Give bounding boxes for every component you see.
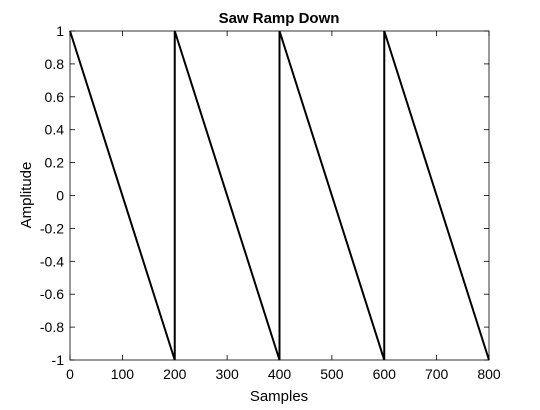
x-tick-label: 300 <box>215 366 239 382</box>
y-tick-label: 0.6 <box>45 89 65 105</box>
x-axis-label: Samples <box>250 388 308 405</box>
y-tick-label: 0.2 <box>45 155 65 171</box>
x-tick-label: 100 <box>111 366 135 382</box>
x-tick-label: 500 <box>320 366 344 382</box>
plot-area: 0 100 200 300 400 500 600 700 80010.80.60.40.20-… <box>40 23 501 382</box>
y-tick-label: -1 <box>52 352 65 368</box>
chart-title: Saw Ramp Down <box>219 10 340 27</box>
y-tick-label: -0.4 <box>40 253 64 269</box>
y-tick-label: -0.6 <box>40 286 64 302</box>
x-tick-label: 800 <box>477 366 501 382</box>
x-tick-label: 600 <box>373 366 397 382</box>
series-line <box>69 30 490 361</box>
y-tick-label: -0.2 <box>40 220 64 236</box>
y-tick-label: 0.4 <box>45 122 65 138</box>
y-tick-label: -0.8 <box>40 319 64 335</box>
y-tick-label: 0.8 <box>45 56 65 72</box>
x-tick-label: 700 <box>425 366 449 382</box>
x-tick-label: 200 <box>163 366 187 382</box>
x-tick-label: 400 <box>268 366 292 382</box>
y-tick-label: 1 <box>56 23 64 39</box>
x-tick-label: 0 <box>66 366 74 382</box>
y-axis-label: Amplitude <box>18 162 35 229</box>
y-tick-label: 0 <box>56 188 64 204</box>
